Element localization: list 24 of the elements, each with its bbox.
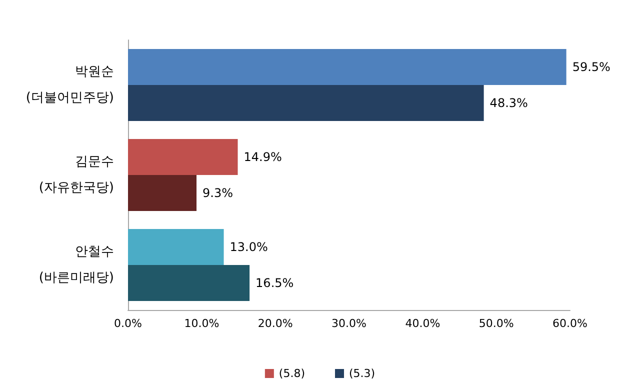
x-tick-label: 20.0% <box>258 317 293 330</box>
legend-label: (5.3) <box>349 367 376 380</box>
y-tick-label: 박원순 (더불어민주당) <box>26 64 114 106</box>
y-tick-label: 김문수 (자유한국당) <box>38 154 114 196</box>
bar <box>128 265 250 301</box>
data-label: 14.9% <box>244 150 282 164</box>
data-label: 59.5% <box>572 60 610 74</box>
bar <box>128 175 197 211</box>
x-tick-label: 40.0% <box>405 317 440 330</box>
x-tick-label: 10.0% <box>184 317 220 330</box>
x-tick-label: 60.0% <box>552 317 588 330</box>
bar <box>128 85 484 121</box>
x-tick-label: 30.0% <box>332 317 366 330</box>
x-tick-label: 50.0% <box>478 317 514 330</box>
data-label: 13.0% <box>230 240 268 254</box>
y-tick-label: 안철수 (바른미래당) <box>38 244 114 286</box>
data-label: 9.3% <box>202 186 234 200</box>
bar <box>128 49 566 85</box>
x-tick-label: 0.0% <box>114 317 142 330</box>
bar <box>128 229 224 265</box>
data-label: 16.5% <box>256 276 294 290</box>
legend-label: (5.8) <box>278 367 305 380</box>
data-label: 48.3% <box>490 96 528 110</box>
bar <box>128 139 238 175</box>
